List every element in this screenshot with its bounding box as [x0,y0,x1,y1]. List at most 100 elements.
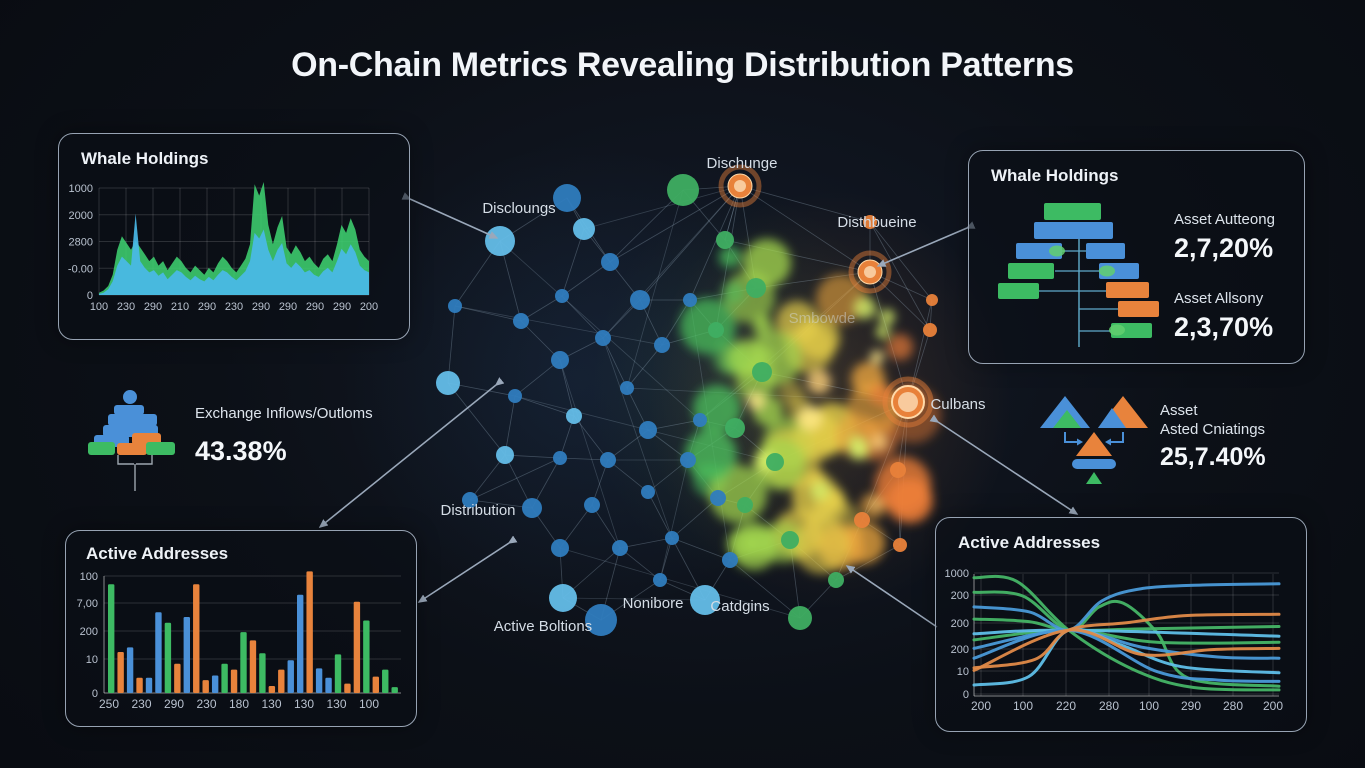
connector-arrow [876,221,976,267]
y-tick-label: 10 [86,654,98,666]
bar-g [221,663,228,693]
network-node [690,585,720,615]
x-tick-label: 280 [1099,699,1119,713]
x-tick-label: 100 [1013,699,1033,713]
area-series-green [99,182,369,295]
y-tick-label: 0 [963,689,969,701]
network-node-label: Nonibore [623,595,684,612]
bar-o [230,669,238,693]
stat-label: Asset Allsony [1174,290,1264,307]
pyramid-highlight-blob [1049,245,1065,257]
y-tick-label: 2000 [69,210,93,222]
stat-value: 2,3,70% [1174,311,1274,342]
network-node-label: Dischunge [707,155,778,172]
node-ring [882,376,934,428]
node-ring [718,164,762,208]
stat-label: Asset Autteong [1174,211,1275,228]
y-tick-label: 7,00 [77,598,98,610]
whale-holdings-area-chart: 100 230 290 210 290 230 290 290 290 290 200 1000 200… [68,182,378,313]
x-tick-label: 230 [196,697,216,711]
bar-o [202,680,209,693]
network-node [926,294,938,306]
line-series-b [972,628,1281,683]
pyramid-bar-green [998,283,1039,299]
node-core [898,392,918,412]
bar-g [164,622,172,693]
bar-g [391,687,398,693]
x-tick-label: 290 [144,301,162,313]
y-tick-label: 200 [951,618,969,630]
network-node [436,371,460,395]
connector-arrow [845,565,938,628]
x-tick-label: 290 [252,301,270,313]
pyramid-bar-orange [1106,282,1149,298]
x-tick-label: 230 [131,697,151,711]
network-node [595,330,611,346]
network-node [584,497,600,513]
pyramid-bar-blue [1086,243,1125,259]
bar-o [117,652,124,693]
stat-label-line1: Asset [1160,402,1198,419]
bar-g [382,669,389,693]
y-tick-label: 0 [87,290,93,302]
pyramid-highlight-blob [1109,324,1125,336]
pyramid-bar-green [1044,203,1101,220]
x-tick-label: 130 [261,697,281,711]
network-node [612,540,628,556]
gradient-cluster [680,239,941,574]
stat-asset-allsony: Asset Allsony 2,3,70% [1174,290,1273,343]
y-tick-label: 200 [951,644,969,656]
y-tick-label: -0.00 [68,263,93,275]
node-core [864,266,876,278]
bar-o [353,601,361,693]
network-node [693,413,707,427]
network-node-label: Active Boltions [494,618,592,635]
y-tick-label: 10 [957,666,969,678]
bar-o [372,676,379,693]
x-tick-label: 100 [1139,699,1159,713]
network-node [555,289,569,303]
bar-o [174,663,181,693]
bar-o [249,640,257,693]
y-tick-label: 200 [80,626,98,638]
network-node [752,362,772,382]
x-tick-label: 230 [225,301,243,313]
network-node [641,485,655,499]
y-tick-label: 1000 [69,183,93,195]
network-node [665,531,679,545]
panel-active-addresses-bars: Active Addresses 100 7,00 200 10 0 250 230 290 2… [65,530,417,727]
pyramid-bar-orange [1118,301,1159,317]
stat-value: 25,7.40% [1160,442,1266,471]
connector-arrow [401,192,499,239]
x-tick-label: 130 [294,697,314,711]
panel-title: Whale Holdings [81,149,209,168]
bar-b [287,660,294,693]
node-core [734,180,746,192]
stat-asset-autteong: Asset Autteong 2,7,20% [1174,211,1275,264]
network-node [508,389,522,403]
x-tick-label: 280 [1223,699,1243,713]
line-series-o [972,612,1281,670]
connector-arrow [929,414,1079,515]
network-node [890,462,906,478]
bar-b [155,612,162,693]
network-node [683,293,697,307]
network-node [863,215,877,229]
network-node [725,418,745,438]
network-node [710,490,726,506]
x-tick-label: 200 [360,301,378,313]
network-node [485,226,515,256]
network-node-label: Disthbueine [837,214,916,231]
network-node [551,539,569,557]
asset-stat: Asset Asted Cniatings 25,7.40% [1160,402,1340,472]
network-node-label: Distribution [440,502,515,519]
x-tick-label: 250 [99,697,119,711]
network-node [737,497,753,513]
network-node [551,351,569,369]
bar-g [240,632,247,693]
pyramid-bar-blue [1034,222,1113,239]
network-nodes [436,164,938,636]
network-node [573,218,595,240]
